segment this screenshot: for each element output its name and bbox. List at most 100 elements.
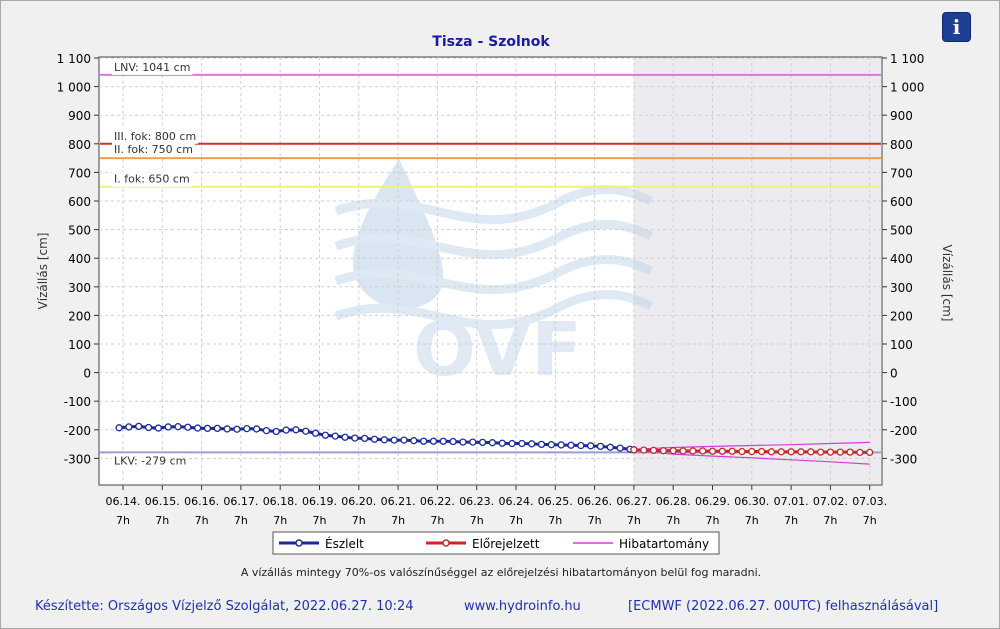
observed-point [135, 422, 143, 431]
forecast-point [708, 447, 717, 455]
observed-point [361, 434, 369, 443]
forecast-point [816, 448, 825, 456]
footer-model: [ECMWF (2022.06.27. 00UTC) felhasználásá… [628, 599, 939, 614]
observed-point [449, 437, 457, 446]
observed-point [252, 425, 261, 433]
forecast-point [689, 447, 697, 455]
legend-box [272, 531, 720, 555]
observed-point [125, 423, 133, 431]
x-tick-label-date: 06.24. [499, 495, 534, 508]
x-tick-label-date: 06.27. [616, 495, 651, 508]
x-tick-label-hour: 7h [548, 514, 562, 527]
y-tick-label-right: 900 [890, 109, 913, 123]
footer-website-link[interactable]: www.hydroinfo.hu [464, 599, 581, 614]
x-tick-label-hour: 7h [627, 514, 641, 527]
x-tick-label-date: 06.19. [302, 495, 337, 508]
series [115, 422, 874, 457]
y-tick-label-left: 1 100 [57, 52, 91, 66]
forecast-point [669, 447, 677, 455]
observed-point [154, 424, 163, 432]
x-tick-label-hour: 7h [588, 514, 602, 527]
forecast-point [630, 446, 638, 454]
y-tick-label-left: 800 [68, 138, 91, 152]
x-tick-label-date: 06.15. [145, 495, 180, 508]
y-tick-label-right: 800 [890, 138, 913, 152]
observed-point [213, 424, 221, 433]
observed-point [223, 425, 231, 433]
threshold-label-bg [112, 453, 189, 469]
x-tick-label-hour: 7h [234, 514, 248, 527]
x-tick-label-hour: 7h [155, 514, 169, 527]
x-tick-label-hour: 7h [195, 514, 209, 527]
x-tick-label-hour: 7h [273, 514, 287, 527]
observed-point [233, 425, 241, 433]
forecast-point [748, 447, 756, 456]
watermark-text: OVF [413, 307, 582, 393]
y-tick-label-left: 400 [68, 252, 91, 266]
x-tick-label-date: 06.26. [577, 495, 612, 508]
y-axis-label-left: Vízállás [cm] [36, 233, 50, 310]
observed-point [115, 424, 123, 432]
x-tick-label-date: 07.02. [813, 495, 848, 508]
y-tick-label-left: 300 [68, 281, 91, 295]
observed-point [282, 426, 290, 434]
y-tick-label-right: 500 [890, 224, 913, 238]
observed-point [587, 442, 595, 450]
y-tick-label-left: 600 [68, 195, 91, 209]
y-tick-label-right: 600 [890, 195, 913, 209]
threshold-label-bg [112, 171, 192, 187]
observed-point [567, 441, 575, 449]
y-axis-left: -300 -200 -100 0 100 200 300 400 500 600 700 800 900… [57, 52, 99, 466]
forecast-point [659, 447, 668, 455]
observed-point [528, 440, 536, 448]
threshold-label-bg [112, 59, 193, 75]
forecast-point [718, 447, 726, 455]
observed-point [459, 438, 467, 446]
observed-point [370, 435, 379, 443]
observed-point [174, 423, 182, 431]
forecast-point [640, 446, 648, 454]
y-tick-label-right: -300 [890, 452, 917, 466]
observed-point [400, 436, 408, 444]
observed-point [351, 434, 359, 442]
observed-point [302, 427, 310, 435]
x-tick-label-date: 07.03. [852, 495, 887, 508]
x-tick-label-date: 06.17. [223, 495, 258, 508]
x-tick-label-date: 06.18. [263, 495, 298, 508]
x-tick-label-hour: 7h [745, 514, 759, 527]
observed-point [469, 438, 477, 446]
observed-point [557, 441, 565, 449]
y-tick-label-right: 200 [890, 309, 913, 323]
x-tick-label-date: 06.28. [656, 495, 691, 508]
x-tick-label-hour: 7h [863, 514, 877, 527]
threshold-label: III. fok: 800 cm [114, 130, 196, 143]
forecast-point [728, 447, 736, 455]
x-axis: 06.14. 7h 06.15. 7h 06.16. 7h 06.17. 7h 06.18. 7h… [106, 485, 887, 527]
observed-point [164, 423, 172, 431]
y-tick-label-left: -200 [64, 424, 91, 438]
observed-point [390, 436, 398, 444]
legend-forecast-marker [442, 539, 450, 547]
forecast-point [679, 447, 687, 455]
observed-point [537, 440, 546, 449]
legend: Észlelt Előrejelzett Hibatartomány [272, 531, 720, 555]
observed-point [498, 439, 506, 447]
observed-point [616, 444, 624, 452]
observed-point [331, 432, 339, 440]
x-tick-label-date: 06.21. [381, 495, 416, 508]
observed-point [311, 429, 320, 437]
x-tick-label-hour: 7h [430, 514, 444, 527]
y-tick-label-left: 700 [68, 166, 91, 180]
observed-point [321, 431, 330, 439]
x-tick-label-date: 06.14. [106, 495, 141, 508]
info-icon[interactable]: i [942, 12, 971, 42]
forecast-point [836, 448, 844, 456]
y-tick-label-left: 500 [68, 224, 91, 238]
chart-title: Tisza - Szolnok [432, 34, 550, 50]
x-tick-label-date: 06.29. [695, 495, 730, 508]
forecast-point [738, 447, 746, 456]
observed-point [488, 439, 497, 447]
